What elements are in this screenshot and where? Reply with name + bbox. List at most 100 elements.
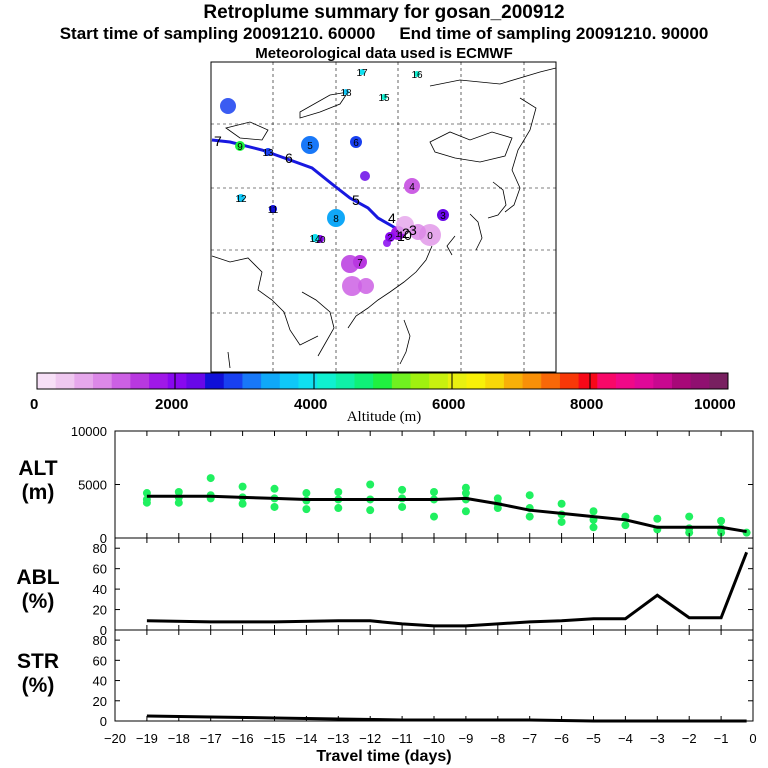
y-tick-label: 5000 xyxy=(78,478,107,493)
colorbar-swatch xyxy=(279,373,299,389)
map-cluster-16 xyxy=(414,71,420,77)
str-panel-label: STR (%) xyxy=(8,650,68,698)
colorbar-swatch xyxy=(653,373,673,389)
map-gridlines xyxy=(211,62,556,372)
colorbar-swatch xyxy=(410,373,430,389)
alt-cluster-point xyxy=(717,528,726,537)
colorbar-swatch xyxy=(559,373,580,389)
alt-cluster-point xyxy=(206,474,215,483)
colorbar-swatch xyxy=(186,373,206,389)
alt-cluster-point xyxy=(589,523,598,532)
x-tick-label: −6 xyxy=(554,731,569,746)
map-plume-blob xyxy=(342,276,362,296)
sampling-times: Start time of sampling 20091210. 60000 En… xyxy=(0,24,768,44)
retroplume-trajectory xyxy=(211,138,403,234)
y-tick-label: 20 xyxy=(93,603,107,618)
colorbar-swatch xyxy=(634,373,654,389)
str-axis-ticks: 0 20 40 60 80 xyxy=(93,633,753,729)
y-tick-label: 80 xyxy=(93,541,107,556)
y-tick-label: 20 xyxy=(93,694,107,709)
colorbar-swatch xyxy=(223,373,243,389)
colorbar-swatch xyxy=(466,373,486,389)
colorbar-swatch xyxy=(709,373,729,389)
colorbar-tick-0: 0 xyxy=(30,396,39,413)
x-tick-label: −8 xyxy=(490,731,505,746)
x-tick-label: −16 xyxy=(232,731,254,746)
map-cluster-label-12: 12 xyxy=(235,194,247,205)
colorbar-swatch xyxy=(55,373,75,389)
alt-axis-ticks: 0 5000 10000 xyxy=(71,424,753,546)
colorbar-swatch xyxy=(597,373,617,389)
map-plume-blob xyxy=(360,171,370,181)
colorbar-swatch xyxy=(93,373,113,389)
map-plume-blob xyxy=(383,239,391,247)
alt-cluster-point xyxy=(589,507,598,516)
trajectory-label-0: 0 xyxy=(404,227,412,243)
abl-label-unit: (%) xyxy=(21,590,55,613)
colorbar-swatch xyxy=(111,373,131,389)
map-cluster-4 xyxy=(404,178,420,194)
alt-cluster-point xyxy=(174,498,183,507)
y-tick-label: 80 xyxy=(93,633,107,648)
x-tick-label: −1 xyxy=(714,731,729,746)
trajectory-label-3: 3 xyxy=(409,222,417,238)
alt-cluster-point xyxy=(653,514,662,523)
map-cluster-6 xyxy=(350,136,362,148)
map-plume-blob xyxy=(220,98,236,114)
map-cluster-13 xyxy=(264,148,272,156)
colorbar-swatch xyxy=(242,373,262,389)
x-tick-label: −9 xyxy=(458,731,473,746)
map-cluster-11 xyxy=(269,205,277,213)
colorbar-frame xyxy=(36,372,729,390)
y-tick-label: 0 xyxy=(100,531,107,546)
map-frame xyxy=(210,61,557,373)
colorbar-swatch xyxy=(671,373,692,389)
colorbar-swatch xyxy=(391,373,412,389)
alt-cluster-point xyxy=(685,512,694,521)
colorbar-swatch xyxy=(317,373,337,389)
map-cluster-label-11: 11 xyxy=(268,205,279,216)
colorbar-swatch xyxy=(167,373,187,389)
map-cluster-label-8: 8 xyxy=(333,214,339,225)
x-tick-label: −2 xyxy=(682,731,697,746)
coastlines xyxy=(211,67,557,369)
trajectory-label-5: 5 xyxy=(352,192,360,208)
colorbar-dividers xyxy=(174,373,591,389)
y-tick-label: 60 xyxy=(93,562,107,577)
colorbar-swatch xyxy=(485,373,505,389)
colorbar-swatch xyxy=(615,373,636,389)
alt-cluster-point xyxy=(461,489,470,498)
colorbar-swatch xyxy=(373,373,393,389)
x-tick-label: −13 xyxy=(327,731,349,746)
x-tick-label: 0 xyxy=(749,731,756,746)
map-cluster-label-0: 0 xyxy=(427,231,433,242)
map-cluster-label-9: 9 xyxy=(237,142,243,153)
x-tick-label: −12 xyxy=(359,731,381,746)
map-cluster-label-17: 17 xyxy=(356,68,368,79)
alt-cluster-point xyxy=(717,516,726,525)
x-tick-label: −20 xyxy=(104,731,126,746)
alt-cluster-point xyxy=(366,506,375,515)
alt-cluster-point xyxy=(525,512,534,521)
colorbar-swatch xyxy=(205,373,225,389)
x-tick-label: −10 xyxy=(423,731,445,746)
map-cluster-label-6: 6 xyxy=(353,138,359,149)
colorbar-swatch xyxy=(74,373,94,389)
map-cluster-8 xyxy=(327,209,345,227)
colorbar-swatch xyxy=(149,373,169,389)
map-cluster-5 xyxy=(301,136,319,154)
alt-cluster-point xyxy=(270,484,279,493)
map-cluster-label-10: 10 xyxy=(314,235,326,246)
trajectory-label-2: 2 xyxy=(402,225,410,241)
map-cluster-9 xyxy=(235,141,245,151)
map-cluster-label-7: 7 xyxy=(357,258,363,269)
x-tick-label: −3 xyxy=(650,731,665,746)
x-tick-label: −18 xyxy=(168,731,190,746)
map-cluster-label-14: 14 xyxy=(309,234,321,245)
map-cluster-label-4: 4 xyxy=(409,182,415,193)
met-data-note: Meteorological data used is ECMWF xyxy=(255,45,513,62)
alt-cluster-point xyxy=(398,502,407,511)
str-line xyxy=(146,714,747,723)
